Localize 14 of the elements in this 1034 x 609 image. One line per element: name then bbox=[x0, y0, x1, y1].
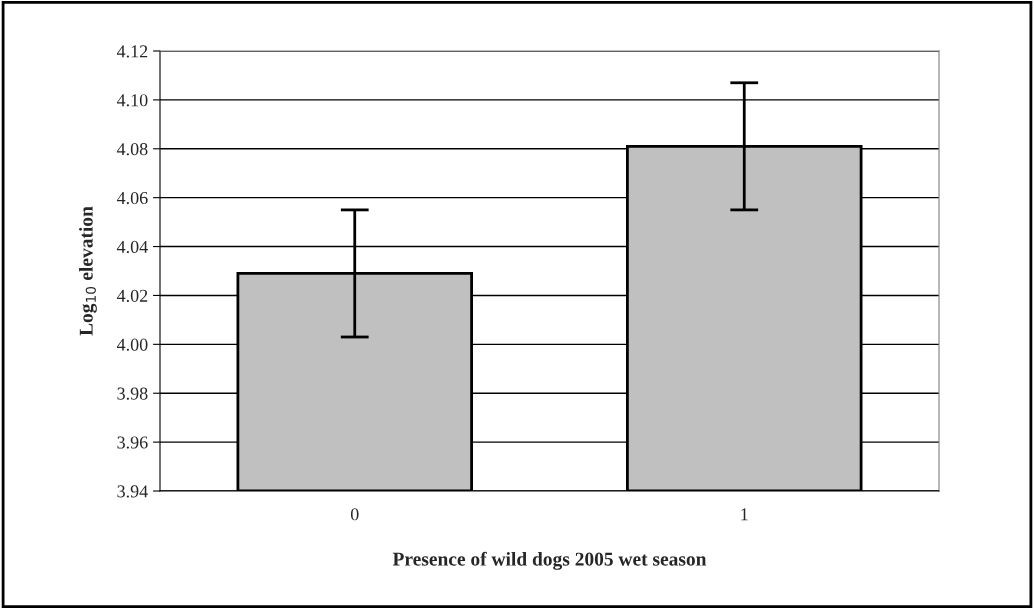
y-tick-label: 4.02 bbox=[116, 289, 148, 302]
y-tick-label: 4.10 bbox=[116, 94, 148, 107]
y-tick-label: 4.00 bbox=[116, 338, 148, 351]
y-tick-label: 4.08 bbox=[116, 143, 148, 156]
y-axis-title: Log$_{10}$ elevation bbox=[79, 206, 97, 336]
x-tick-label: 0 bbox=[350, 508, 359, 521]
y-tick-label: 4.04 bbox=[116, 240, 148, 254]
y-tick-label: 4.06 bbox=[116, 191, 148, 205]
y-tick-label: 4.12 bbox=[116, 45, 148, 58]
y-tick-label: 3.96 bbox=[117, 436, 148, 449]
x-axis-title: Presence of wild dogs 2005 wet season bbox=[392, 551, 707, 570]
y-tick-label: 3.98 bbox=[117, 387, 148, 400]
y-tick-label: 3.94 bbox=[117, 485, 148, 498]
x-tick-label: 1 bbox=[741, 508, 748, 521]
